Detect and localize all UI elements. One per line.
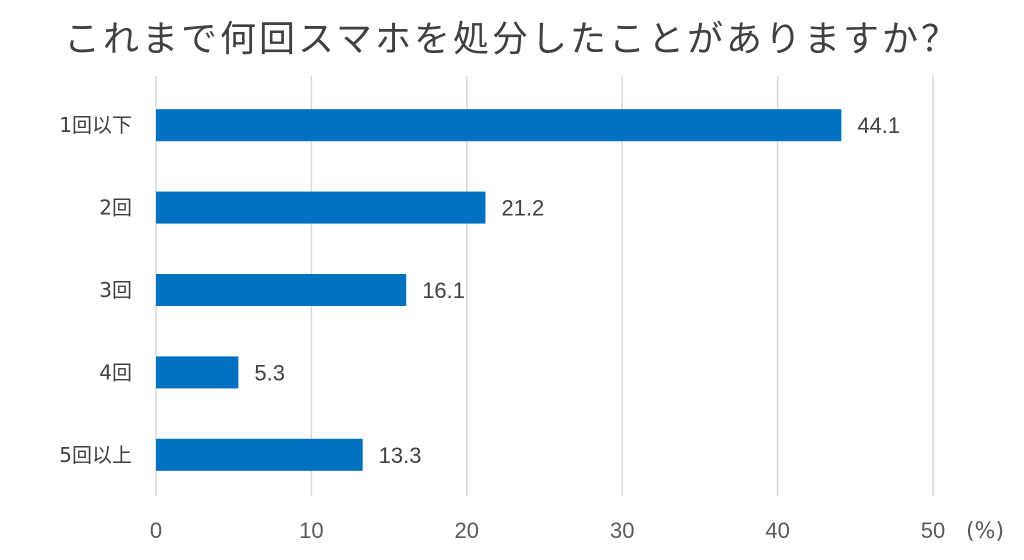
data-label: 13.3: [379, 443, 422, 468]
bars: [156, 109, 842, 471]
category-label: 4回: [99, 360, 132, 384]
x-tick-label: 10: [299, 518, 323, 543]
category-label: 5回以上: [59, 443, 132, 467]
data-label: 21.2: [501, 196, 544, 221]
bar-3: [156, 274, 407, 306]
chart-title: これまで何回スマホを処分したことがありますか？: [64, 19, 960, 60]
x-tick-label: 50: [921, 518, 945, 543]
x-tick-label: 20: [455, 518, 479, 543]
data-label: 5.3: [254, 360, 285, 385]
x-tick-label: 0: [150, 518, 162, 543]
bar-2: [156, 191, 486, 224]
bar-1: [156, 109, 842, 142]
data-label: 16.1: [422, 278, 465, 303]
labels: 0 10 20 30 40 50 (%) 1回以下 44.1 2回 21.2 3回 16.1 4回 5.3 5…: [59, 113, 1004, 544]
category-label: 1回以下: [59, 113, 132, 137]
x-axis-unit: (%): [966, 519, 1004, 544]
bar-5: [156, 438, 363, 471]
x-tick-label: 30: [610, 518, 634, 543]
data-label: 44.1: [857, 113, 900, 138]
category-label: 3回: [99, 278, 132, 302]
category-label: 2回: [99, 196, 132, 220]
bar-4: [156, 356, 239, 389]
x-tick-label: 40: [765, 518, 789, 543]
